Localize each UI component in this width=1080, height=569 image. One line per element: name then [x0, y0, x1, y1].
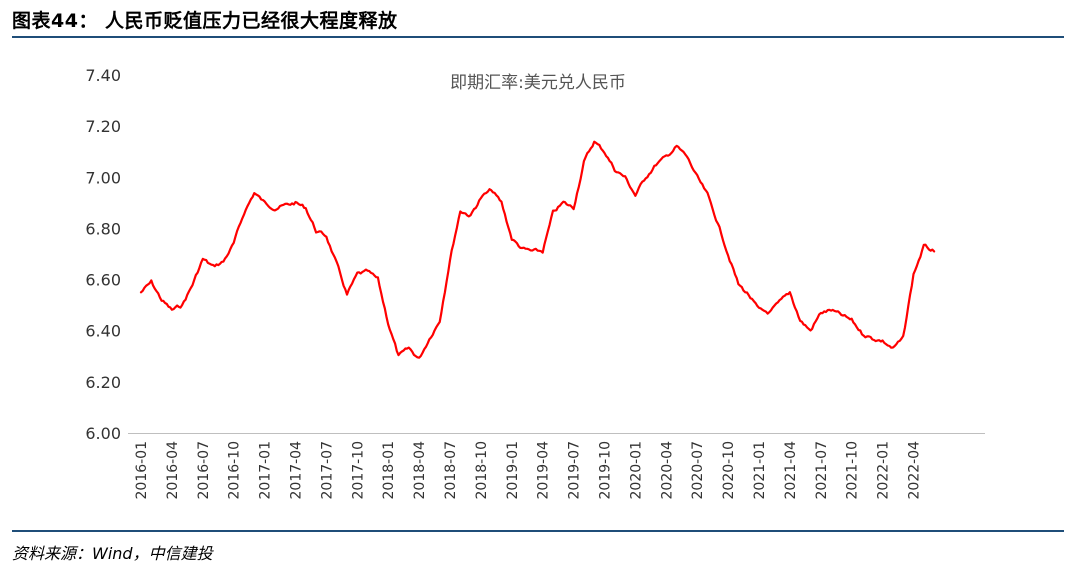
x-tick-label: 2017-10 — [350, 441, 366, 500]
x-tick-label: 2020-07 — [690, 441, 706, 500]
y-tick-label: 6.80 — [85, 219, 121, 238]
x-axis: 2016-01 2016-04 2016-07 2016-10 2017-01 2017-… — [128, 433, 985, 500]
x-tick-label: 2016-04 — [165, 441, 181, 500]
x-tick-label: 2018-04 — [412, 441, 428, 500]
y-tick-label: 6.60 — [85, 271, 121, 290]
x-tick-label: 2021-10 — [845, 441, 861, 500]
x-tick-label: 2019-04 — [536, 441, 552, 500]
y-axis: 6.00 6.20 6.40 6.60 6.80 7.00 7.20 7.40 — [85, 66, 121, 443]
x-tick-label: 2019-01 — [505, 441, 521, 500]
y-tick-label: 7.00 — [85, 168, 121, 187]
x-tick-label: 2018-07 — [443, 441, 459, 500]
x-tick-label: 2017-07 — [319, 441, 335, 500]
y-tick-label: 6.00 — [85, 424, 121, 443]
x-tick-label: 2016-10 — [227, 441, 243, 500]
source-note: 资料来源：Wind，中信建投 — [12, 544, 213, 563]
x-tick-label: 2018-10 — [474, 441, 490, 500]
figure-title: 图表44： 人民币贬值压力已经很大程度释放 — [12, 10, 398, 32]
y-tick-label: 6.40 — [85, 322, 121, 341]
x-tick-label: 2020-04 — [659, 441, 675, 500]
x-tick-label: 2016-07 — [196, 441, 212, 500]
y-tick-label: 7.40 — [85, 66, 121, 85]
y-tick-label: 6.20 — [85, 373, 121, 392]
x-tick-label: 2017-01 — [258, 441, 274, 500]
y-tick-label: 7.20 — [85, 117, 121, 136]
chart-title: 即期汇率:美元兑人民币 — [450, 73, 626, 93]
x-tick-label: 2021-01 — [752, 441, 768, 500]
bottom-rule — [12, 530, 1064, 532]
x-tick-label: 2022-01 — [876, 441, 892, 500]
series-line — [139, 140, 936, 359]
x-tick-label: 2022-04 — [907, 441, 923, 500]
top-rule — [12, 36, 1064, 38]
plot-area — [139, 140, 936, 359]
x-tick-label: 2016-01 — [134, 441, 150, 500]
x-tick-label: 2019-10 — [598, 441, 614, 500]
x-tick-label: 2020-01 — [628, 441, 644, 500]
x-tick-label: 2019-07 — [567, 441, 583, 500]
x-tick-label: 2021-04 — [783, 441, 799, 500]
x-tick-label: 2017-04 — [289, 441, 305, 500]
x-tick-label: 2018-01 — [381, 441, 397, 500]
x-tick-label: 2020-10 — [721, 441, 737, 500]
x-tick-label: 2021-07 — [814, 441, 830, 500]
